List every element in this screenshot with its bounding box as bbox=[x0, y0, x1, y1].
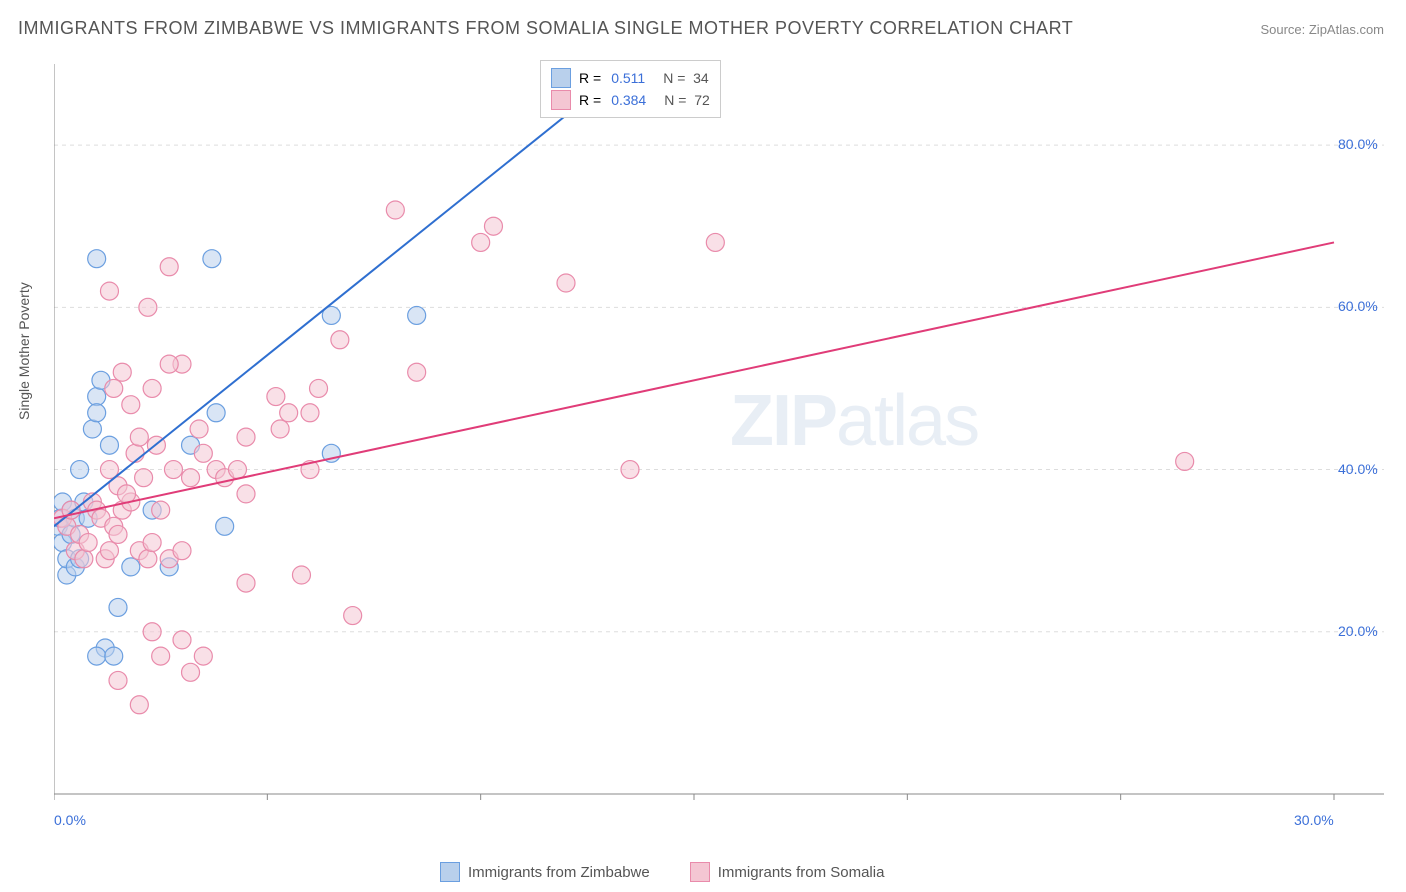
n-label: N = 72 bbox=[664, 92, 710, 108]
chart-title: IMMIGRANTS FROM ZIMBABWE VS IMMIGRANTS F… bbox=[18, 18, 1073, 39]
y-tick-label: 20.0% bbox=[1338, 623, 1378, 639]
source-label: Source: ZipAtlas.com bbox=[1260, 22, 1384, 37]
correlation-row: R = 0.511 N = 34 bbox=[551, 67, 710, 89]
y-tick-label: 40.0% bbox=[1338, 461, 1378, 477]
legend-item: Immigrants from Zimbabwe bbox=[440, 862, 650, 882]
r-label: R = bbox=[579, 92, 601, 108]
y-tick-label: 60.0% bbox=[1338, 298, 1378, 314]
legend-label: Immigrants from Zimbabwe bbox=[468, 864, 650, 881]
r-value: 0.511 bbox=[611, 70, 645, 86]
series-swatch bbox=[551, 68, 571, 88]
series-swatch bbox=[551, 90, 571, 110]
series-swatch bbox=[690, 862, 710, 882]
x-tick-label: 30.0% bbox=[1294, 812, 1334, 828]
legend-item: Immigrants from Somalia bbox=[690, 862, 885, 882]
y-tick-label: 80.0% bbox=[1338, 136, 1378, 152]
x-tick-label: 0.0% bbox=[54, 812, 86, 828]
r-value: 0.384 bbox=[611, 92, 646, 108]
series-swatch bbox=[440, 862, 460, 882]
correlation-legend: R = 0.511 N = 34 R = 0.384 N = 72 bbox=[540, 60, 721, 118]
scatter-chart bbox=[54, 54, 1384, 834]
series-legend: Immigrants from Zimbabwe Immigrants from … bbox=[440, 862, 884, 882]
correlation-row: R = 0.384 N = 72 bbox=[551, 89, 710, 111]
n-label: N = 34 bbox=[663, 70, 709, 86]
legend-label: Immigrants from Somalia bbox=[718, 864, 885, 881]
chart-area bbox=[54, 54, 1384, 834]
r-label: R = bbox=[579, 70, 601, 86]
y-axis-label: Single Mother Poverty bbox=[16, 282, 32, 420]
